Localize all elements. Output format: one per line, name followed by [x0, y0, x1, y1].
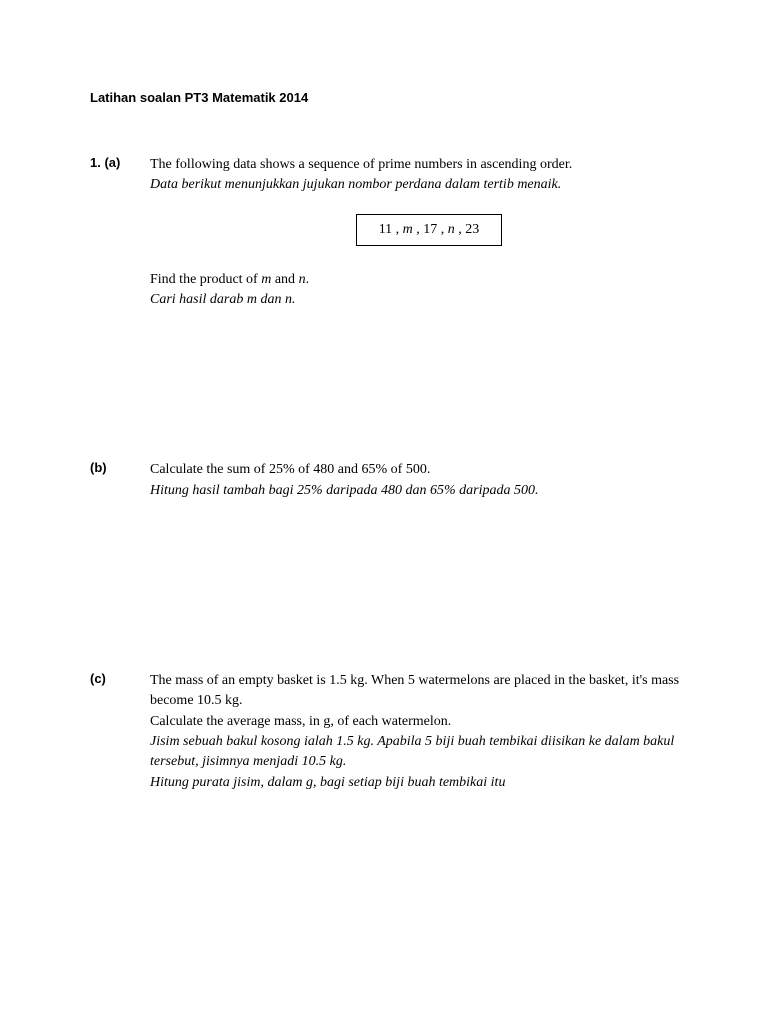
exam-page: Latihan soalan PT3 Matematik 2014 1. (a)…: [0, 0, 768, 873]
question-1a: 1. (a) The following data shows a sequen…: [90, 155, 708, 310]
sequence-box: 11 , m , 17 , n , 23: [356, 214, 503, 246]
q1b-text-malay: Hitung hasil tambah bagi 25% daripada 48…: [150, 481, 708, 501]
q1a-and: and: [271, 272, 298, 287]
q1a-var-m: m: [261, 272, 271, 287]
question-body-1b: Calculate the sum of 25% of 480 and 65% …: [150, 460, 708, 501]
sequence-box-wrap: 11 , m , 17 , n , 23: [150, 204, 708, 256]
question-label-1a: 1. (a): [90, 155, 150, 170]
q1a-instruction-malay: Cari hasil darab m dan n.: [150, 290, 708, 310]
question-body-1c: The mass of an empty basket is 1.5 kg. W…: [150, 671, 708, 793]
q1b-text-english: Calculate the sum of 25% of 480 and 65% …: [150, 460, 708, 480]
sequence-content: 11 , m , 17 , n , 23: [379, 222, 480, 237]
q1c-text-malay-1: Jisim sebuah bakul kosong ialah 1.5 kg. …: [150, 732, 708, 773]
q1c-text-english-2: Calculate the average mass, in g, of eac…: [150, 712, 708, 732]
page-header-title: Latihan soalan PT3 Matematik 2014: [90, 90, 708, 105]
question-1b: (b) Calculate the sum of 25% of 480 and …: [90, 460, 708, 501]
question-label-1c: (c): [90, 671, 150, 686]
question-body-1a: The following data shows a sequence of p…: [150, 155, 708, 310]
q1a-findtext: Find the product of: [150, 272, 261, 287]
q1a-text-english: The following data shows a sequence of p…: [150, 155, 708, 175]
q1a-instruction-english: Find the product of m and n.: [150, 270, 708, 290]
q1c-text-malay-2: Hitung purata jisim, dalam g, bagi setia…: [150, 773, 708, 793]
q1a-period: .: [306, 272, 310, 287]
question-1c: (c) The mass of an empty basket is 1.5 k…: [90, 671, 708, 793]
q1c-text-english-1: The mass of an empty basket is 1.5 kg. W…: [150, 671, 708, 712]
q1a-text-malay: Data berikut menunjukkan jujukan nombor …: [150, 175, 708, 195]
q1a-var-n: n: [299, 272, 306, 287]
question-label-1b: (b): [90, 460, 150, 475]
